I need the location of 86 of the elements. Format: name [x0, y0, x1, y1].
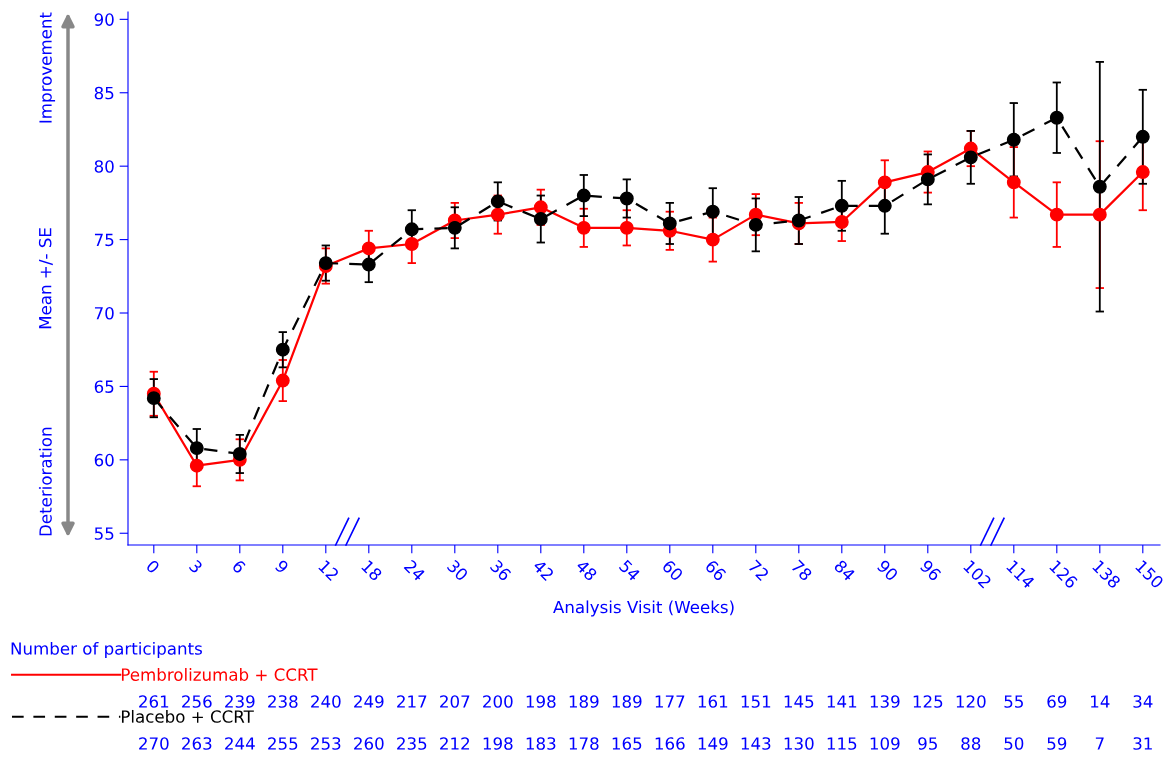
- x-tick-label: 78: [790, 559, 813, 582]
- text: 260: [354, 737, 384, 750]
- text: 263: [182, 737, 212, 750]
- text: 244: [225, 737, 255, 750]
- y-tick-label: 60: [94, 453, 114, 467]
- text: 189: [569, 695, 599, 708]
- text: 149: [698, 737, 728, 750]
- y-tick-label: 90: [94, 13, 114, 26]
- x-tick-label: 84: [833, 559, 856, 582]
- x-tick-label: 54: [618, 559, 641, 582]
- text: 141: [827, 695, 857, 708]
- text: 198: [526, 695, 556, 708]
- y-tick-label: 70: [94, 306, 114, 320]
- text: 130: [784, 737, 814, 750]
- text: Placebo + CCRT: [121, 709, 254, 723]
- text: 256: [182, 695, 212, 708]
- text: 238: [268, 695, 298, 708]
- x-tick-label: 24: [403, 559, 426, 582]
- x-tick-label: 18: [360, 559, 383, 582]
- text: 31: [1133, 737, 1152, 750]
- text: Deterioration: [38, 427, 52, 536]
- text: 115: [827, 737, 857, 750]
- x-tick-label: 9: [274, 559, 290, 574]
- x-tick-label: 138: [1091, 559, 1122, 589]
- text: 161: [698, 695, 728, 708]
- y-tick-label: 85: [94, 86, 114, 100]
- text: 189: [612, 695, 642, 708]
- text: 255: [268, 737, 298, 750]
- text: 212: [440, 737, 470, 750]
- x-tick-label: 72: [747, 559, 770, 581]
- text: 125: [913, 695, 943, 708]
- text: 88: [961, 737, 981, 750]
- x-tick-label: 12: [318, 559, 340, 581]
- x-tick-label: 126: [1048, 559, 1079, 590]
- text: 69: [1047, 695, 1067, 708]
- text: 207: [440, 695, 470, 708]
- text: 145: [784, 695, 814, 708]
- y-tick-label: 80: [94, 160, 114, 173]
- text: Pembrolizumab + CCRT: [121, 668, 318, 681]
- x-axis-title: Analysis Visit (Weeks): [553, 600, 734, 617]
- text: 14: [1091, 695, 1110, 708]
- text: 270: [139, 737, 169, 750]
- text: 166: [655, 737, 685, 750]
- text: 178: [569, 737, 599, 750]
- text: Number of participants: [11, 641, 202, 659]
- text: 249: [354, 695, 384, 708]
- text: 198: [483, 737, 513, 750]
- text: 261: [139, 695, 169, 708]
- x-tick-label: 60: [661, 559, 684, 582]
- text: 55: [1004, 695, 1023, 708]
- x-tick-label: 96: [919, 559, 942, 582]
- x-tick-label: 42: [532, 558, 555, 581]
- text: 240: [311, 695, 341, 708]
- text: 177: [655, 695, 685, 708]
- x-tick-label: 66: [704, 559, 727, 582]
- y-tick-label: 75: [94, 233, 114, 247]
- x-tick-label: 36: [489, 559, 512, 582]
- text: 139: [870, 695, 900, 708]
- text: 50: [1004, 737, 1024, 750]
- text: 200: [483, 695, 513, 708]
- text: 34: [1133, 695, 1153, 708]
- text: 59: [1047, 737, 1067, 750]
- text: 165: [612, 737, 642, 750]
- text: Improvement: [39, 12, 56, 123]
- x-tick-label: 48: [575, 558, 598, 582]
- text: 143: [741, 737, 771, 750]
- x-tick-label: 6: [231, 559, 247, 575]
- text: 239: [225, 695, 255, 708]
- y-tick-label: 65: [94, 380, 114, 393]
- text: 95: [918, 737, 937, 750]
- text: 120: [956, 695, 986, 708]
- text: 151: [741, 695, 771, 708]
- text: 253: [311, 737, 341, 750]
- text: 109: [870, 737, 900, 750]
- x-tick-label: 114: [1006, 559, 1036, 589]
- x-tick-label: 30: [446, 559, 469, 582]
- y-axis-title: Mean +/- SE: [38, 228, 53, 329]
- text: 235: [397, 737, 427, 750]
- text: 7: [1095, 737, 1104, 750]
- x-tick-label: 3: [188, 559, 204, 574]
- x-tick-label: 150: [1134, 559, 1165, 590]
- text: 183: [526, 737, 556, 750]
- x-tick-label: 0: [145, 559, 161, 575]
- text: 217: [397, 695, 427, 708]
- x-tick-label: 90: [876, 559, 899, 582]
- y-tick-label: 55: [94, 527, 114, 540]
